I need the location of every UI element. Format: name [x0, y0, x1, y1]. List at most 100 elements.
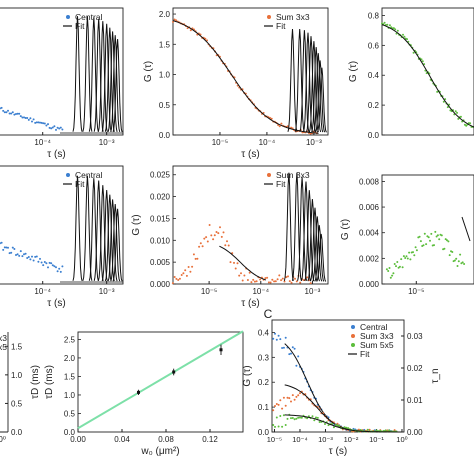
- p5-point-50: [451, 251, 454, 253]
- p2-point-24: [412, 51, 415, 54]
- p5-ytick-label-0: 0.000: [359, 280, 380, 289]
- p1-peak-4: [306, 36, 316, 133]
- p4-point-27: [219, 226, 221, 229]
- p4-point-1: [173, 276, 176, 278]
- p8-series2-point-41: [345, 426, 348, 429]
- p3-frame: [0, 165, 124, 285]
- p7-xtick-label-3: 0.12: [202, 435, 218, 444]
- p3-point-18: [27, 256, 30, 258]
- p8-series1-point-1: [274, 405, 276, 407]
- p3-point-1: [0, 241, 3, 244]
- p4-point-20: [206, 240, 209, 243]
- p0-point-13: [19, 115, 22, 118]
- p8-series2-point-2: [275, 416, 278, 419]
- p3-peak-6: [104, 194, 115, 282]
- p3-point-17: [26, 257, 29, 259]
- p7-fit-line: [77, 330, 244, 430]
- p8-y2tick-label-3: 0.03: [407, 332, 423, 341]
- p1-point-2: [175, 19, 178, 22]
- p3-point-4: [5, 246, 8, 249]
- p0-point-31: [48, 126, 51, 129]
- p2-frame: [381, 7, 474, 136]
- p3-peak-0: [72, 175, 83, 281]
- p1-xtick-label-1: 10⁻⁴: [259, 138, 276, 147]
- p8-y2tick-label-0: 0.00: [407, 428, 423, 437]
- p8-series0-point-13: [295, 364, 298, 367]
- p8-series2-point-25: [316, 416, 319, 419]
- p5-point-1: [387, 270, 390, 272]
- p3-legend-swatch-0: [66, 173, 70, 177]
- p6-legend-fragment-1: 5x5: [0, 342, 7, 352]
- p8-series0-point-9: [288, 353, 291, 356]
- p5-point-52: [453, 259, 456, 262]
- p4-point-45: [250, 281, 253, 284]
- p8-series0-point-12: [293, 347, 296, 350]
- p3-point-26: [40, 261, 43, 264]
- p8-series2-point-4: [279, 415, 282, 417]
- p8-series2-point-23: [313, 419, 316, 422]
- p3-point-23: [35, 255, 38, 258]
- p1-point-11: [189, 29, 192, 32]
- p8-y2tick-label-1: 0.01: [407, 396, 423, 405]
- p8-xtick-label-1: 10⁻⁴: [292, 435, 308, 444]
- p3-point-10: [15, 254, 17, 256]
- p4-point-17: [201, 245, 204, 248]
- p1-peak-0: [287, 28, 298, 132]
- p8-series1-point-4: [279, 399, 282, 402]
- p3-point-34: [53, 265, 56, 268]
- p3-point-2: [2, 248, 5, 251]
- p1-ytick-label-4: 2.0: [159, 10, 171, 19]
- p4-point-58: [273, 280, 276, 283]
- p2-point-58: [457, 117, 460, 120]
- p8-series2-point-37: [338, 425, 341, 427]
- p5-ytick-label-4: 0.008: [359, 177, 380, 186]
- p5-point-25: [418, 235, 421, 238]
- p7-xtick-label-0: 0.00: [70, 435, 86, 444]
- p8-series2-point-19: [306, 417, 309, 420]
- p8-ytick-label-3: 0.3: [258, 353, 270, 362]
- p3-point-31: [48, 261, 51, 264]
- p8-series2-point-53: [366, 428, 369, 431]
- p4-point-13: [194, 257, 197, 260]
- p4-point-59: [274, 280, 277, 283]
- p4-xtick-label-2: 10⁻³: [305, 287, 321, 296]
- p0-peak-9: [112, 38, 123, 133]
- p3-point-16: [24, 252, 27, 255]
- p4-point-9: [187, 266, 190, 268]
- p8-fit-curve-2: [284, 414, 402, 433]
- p2-ytick-label-1: 0.2: [368, 101, 380, 110]
- p4-peak-8: [314, 225, 325, 282]
- p2-point-57: [456, 111, 458, 114]
- p7-point-2: [219, 348, 223, 352]
- p8-legend-swatch-1: [351, 334, 355, 338]
- p8-series0-point-11: [291, 346, 294, 349]
- p0-point-37: [58, 127, 61, 130]
- p0-point-23: [35, 121, 38, 124]
- p5-point-40: [438, 238, 441, 241]
- p8-series1-point-5: [281, 407, 284, 410]
- p5-point-30: [425, 243, 428, 246]
- p8-series2-point-24: [315, 416, 317, 419]
- p8-panel-label: C: [264, 307, 273, 321]
- p0-peak-3: [93, 18, 104, 132]
- p4-point-28: [220, 235, 223, 238]
- p5-point-18: [409, 258, 412, 261]
- p6-ytick-label-0: 0.0: [11, 428, 23, 437]
- p2-point-17: [403, 35, 406, 38]
- p8-series1-point-2: [275, 403, 278, 405]
- p4-point-48: [255, 280, 258, 283]
- p5-point-59: [463, 263, 466, 265]
- p4-point-16: [199, 242, 202, 245]
- p1-xtick-label-0: 10⁻⁵: [212, 138, 228, 147]
- p5-fit-curve: [461, 216, 471, 242]
- p4-legend-swatch-0: [267, 173, 271, 177]
- p2-point-16: [402, 33, 404, 36]
- p8-xtick-label-0: 10⁻⁵: [267, 435, 282, 444]
- p0-point-4: [5, 111, 8, 114]
- p2-ylabel: G (τ): [348, 61, 359, 82]
- p3-xtick-label-1: 10⁻³: [99, 287, 115, 296]
- p3-point-33: [51, 264, 54, 267]
- p3-point-7: [10, 251, 13, 254]
- p5-point-17: [408, 251, 411, 254]
